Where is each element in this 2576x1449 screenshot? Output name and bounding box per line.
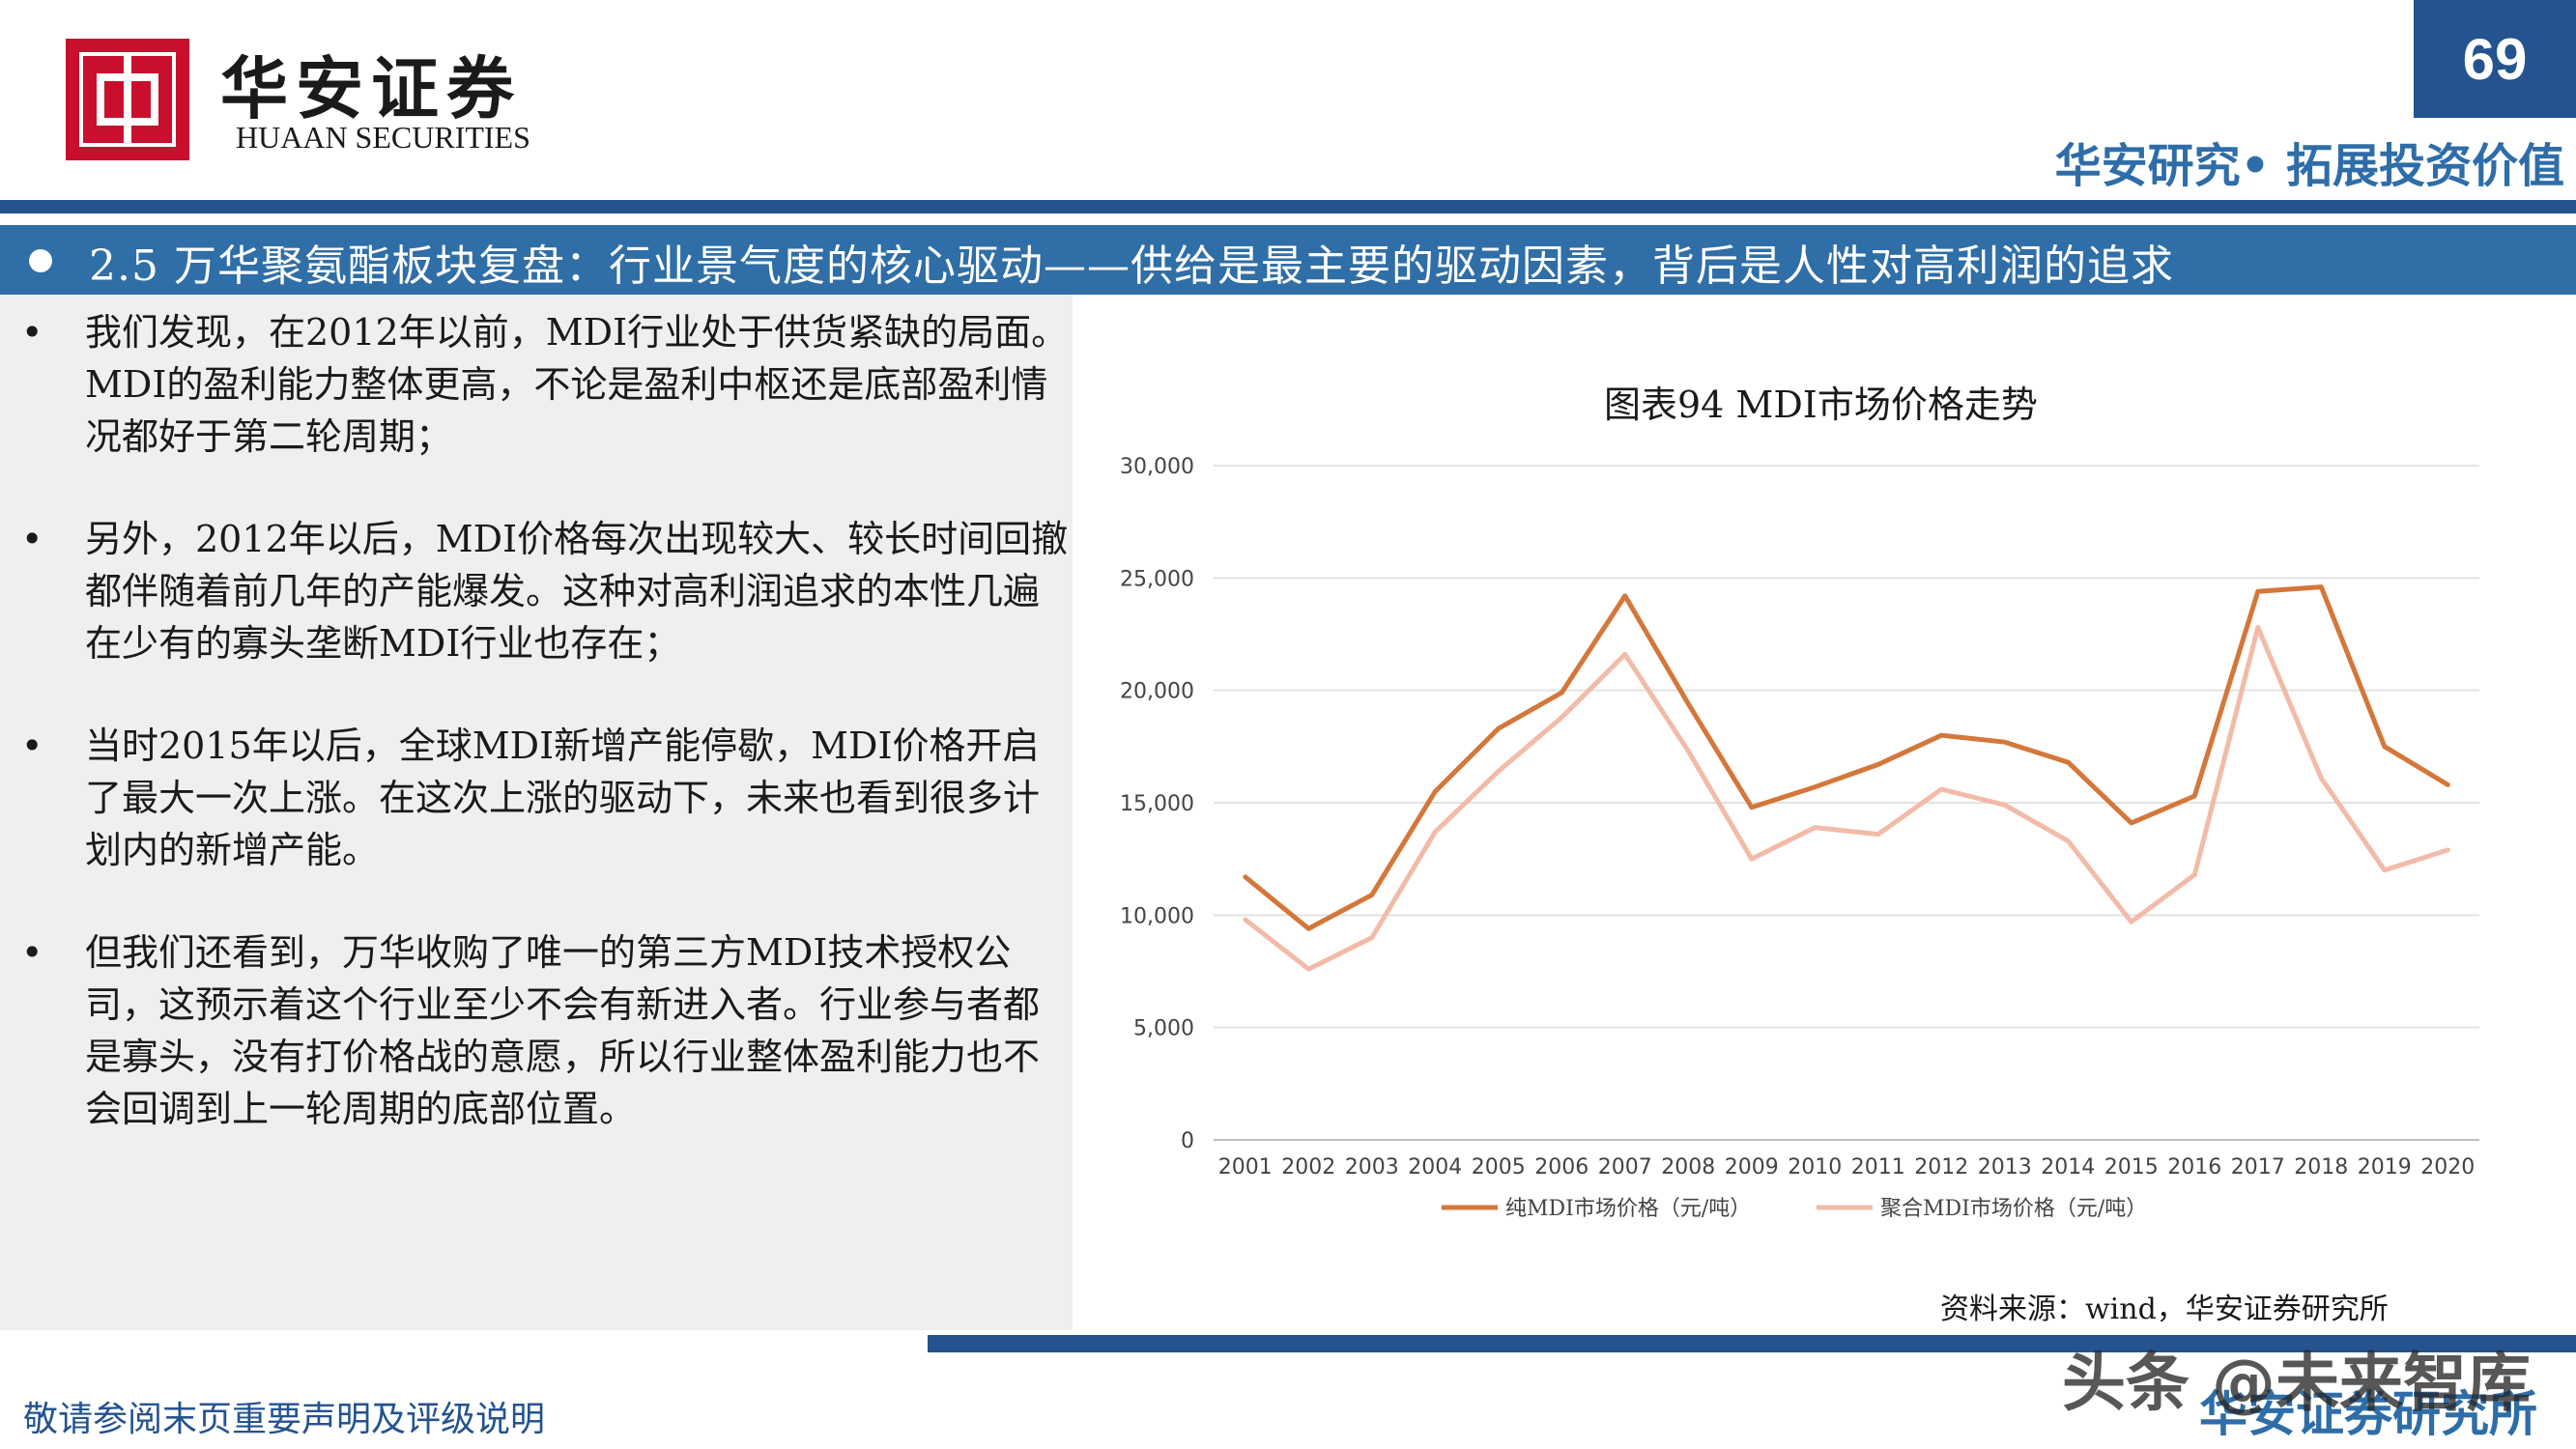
section-title: 2.5 万华聚氨酯板块复盘：行业景气度的核心驱动——供给是最主要的驱动因素，背后… (89, 242, 2174, 291)
x-tick-label: 2012 (1914, 1155, 1968, 1179)
header-tagline: 华安研究• 拓展投资价值 (2054, 139, 2564, 193)
x-tick-label: 2002 (1281, 1155, 1335, 1179)
x-tick-label: 2003 (1345, 1155, 1399, 1179)
legend-label: 聚合MDI市场价格（元/吨） (1880, 1197, 2147, 1221)
y-tick-label: 25,000 (1120, 567, 1194, 591)
x-tick-label: 2007 (1598, 1155, 1652, 1179)
x-tick-label: 2004 (1408, 1155, 1462, 1179)
chart-source: 资料来源：wind，华安证券研究所 (1940, 1293, 2389, 1326)
footer-institute: 华安证券研究所 (2199, 1386, 2537, 1442)
x-tick-label: 2015 (2104, 1155, 2159, 1179)
bullet-text: 但我们还看到，万华收购了唯一的第三方MDI技术授权公司，这预示着这个行业至少不会… (85, 931, 1041, 1130)
page-number: 69 (2414, 0, 2576, 118)
bullet-text: 另外，2012年以后，MDI价格每次出现较大、较长时间回撤都伴随着前几年的产能爆… (85, 518, 1069, 665)
logo-emblem-icon (79, 52, 176, 147)
x-tick-label: 2001 (1218, 1155, 1273, 1179)
section-title-band: 2.5 万华聚氨酯板块复盘：行业景气度的核心驱动——供给是最主要的驱动因素，背后… (0, 225, 2576, 295)
x-tick-label: 2009 (1725, 1155, 1779, 1179)
x-tick-label: 2020 (2420, 1155, 2475, 1179)
bullet-dot-icon: • (21, 724, 43, 767)
header-divider (0, 200, 2576, 213)
chart-title: 图表94 MDI市场价格走势 (1604, 384, 2038, 426)
x-tick-label: 2018 (2294, 1155, 2348, 1179)
y-tick-label: 30,000 (1120, 455, 1194, 479)
y-tick-label: 10,000 (1120, 904, 1194, 928)
bullet-text: 我们发现，在2012年以前，MDI行业处于供货紧缺的局面。MDI的盈利能力整体更… (85, 311, 1069, 458)
x-tick-label: 2014 (2041, 1155, 2095, 1179)
bullet-list: • 我们发现，在2012年以前，MDI行业处于供货紧缺的局面。MDI的盈利能力整… (19, 306, 1073, 1185)
brand-name-english: HUAAN SECURITIES (236, 120, 530, 155)
bullet-item: • 当时2015年以后，全球MDI新增产能停歇，MDI价格开启了最大一次上涨。在… (19, 720, 1073, 876)
footer-divider (928, 1335, 2576, 1352)
bullet-item: • 另外，2012年以后，MDI价格每次出现较大、较长时间回撤都伴随着前几年的产… (19, 513, 1073, 669)
bullet-dot-icon: • (21, 931, 43, 974)
mdi-price-chart: 0 5,000 10,000 15,000 20,000 25,000 30,000 2001… (1120, 455, 2479, 1221)
x-tick-label: 2005 (1472, 1155, 1526, 1179)
series-line (1243, 584, 2450, 931)
watermark: 头条 @未来智库 (2062, 1346, 2531, 1420)
bullet-item: • 我们发现，在2012年以前，MDI行业处于供货紧缺的局面。MDI的盈利能力整… (19, 306, 1073, 463)
x-tick-label: 2011 (1851, 1155, 1905, 1179)
x-tick-label: 2006 (1534, 1155, 1589, 1179)
x-tick-label: 2013 (1978, 1155, 2032, 1179)
x-tick-label: 2010 (1788, 1155, 1842, 1179)
series-line (1243, 625, 2450, 972)
bullet-dot-icon: • (21, 311, 43, 354)
y-tick-label: 0 (1181, 1129, 1194, 1153)
x-tick-label: 2016 (2167, 1155, 2221, 1179)
bullet-text: 当时2015年以后，全球MDI新增产能停歇，MDI价格开启了最大一次上涨。在这次… (85, 724, 1041, 871)
bullet-item: • 但我们还看到，万华收购了唯一的第三方MDI技术授权公司，这预示着这个行业至少… (19, 926, 1073, 1135)
x-tick-label: 2019 (2358, 1155, 2412, 1179)
y-tick-label: 5,000 (1133, 1017, 1194, 1041)
y-tick-label: 15,000 (1120, 792, 1194, 816)
title-bullet-icon (29, 249, 52, 272)
x-tick-label: 2017 (2231, 1155, 2285, 1179)
brand-name-chinese: 华安证券 (220, 48, 522, 128)
huaan-logo (66, 39, 189, 160)
legend-label: 纯MDI市场价格（元/吨） (1505, 1197, 1751, 1221)
y-tick-label: 20,000 (1120, 680, 1194, 704)
x-tick-label: 2008 (1661, 1155, 1715, 1179)
bullet-dot-icon: • (21, 518, 43, 560)
footer-disclaimer[interactable]: 敬请参阅末页重要声明及评级说明 (23, 1400, 546, 1439)
commentary-panel: • 我们发现，在2012年以前，MDI行业处于供货紧缺的局面。MDI的盈利能力整… (0, 295, 1073, 1330)
